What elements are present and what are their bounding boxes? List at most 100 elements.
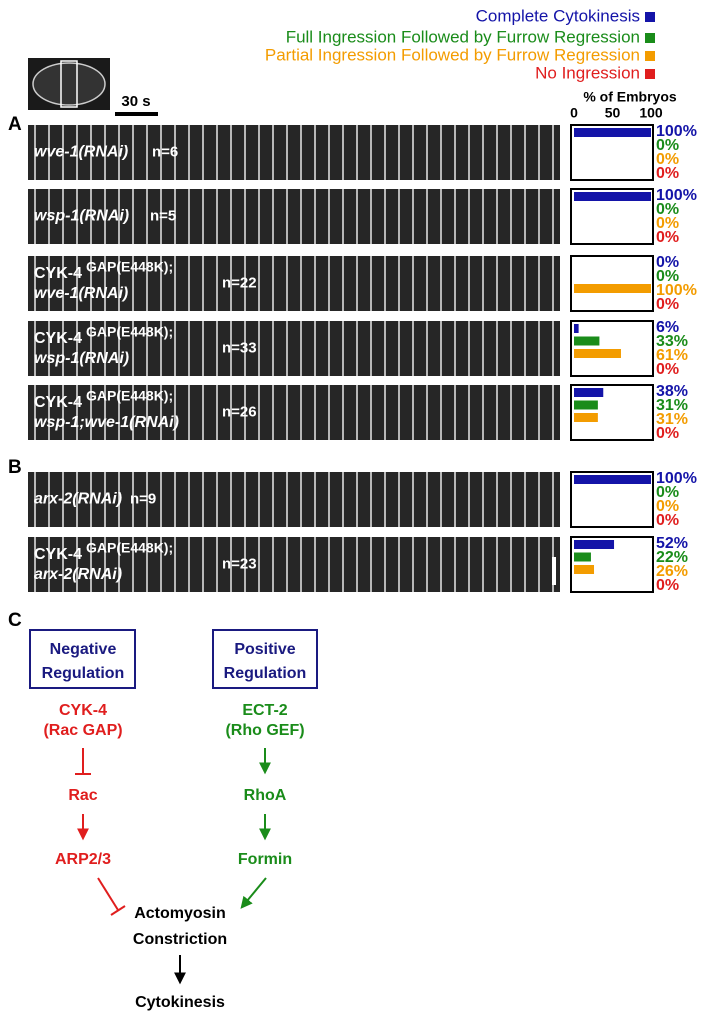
box — [212, 629, 318, 689]
value-label: 26% — [656, 563, 688, 580]
node-label: (Rho GEF) — [225, 722, 304, 739]
node-label: Actomyosin — [134, 905, 226, 922]
value-label: 0% — [656, 425, 679, 442]
value-label: 31% — [656, 397, 688, 414]
scale-bar — [115, 112, 158, 116]
value-label: 22% — [656, 549, 688, 566]
legend-swatch — [645, 69, 655, 79]
legend-swatch — [645, 12, 655, 22]
value-label: 0% — [656, 137, 679, 154]
node-label: ECT-2 — [242, 702, 287, 719]
kymograph — [28, 321, 560, 376]
value-label: 0% — [656, 577, 679, 594]
box-title: Positive — [234, 641, 295, 658]
bar — [574, 413, 598, 422]
value-label: 31% — [656, 411, 688, 428]
kymograph — [28, 256, 560, 311]
bar — [574, 388, 604, 397]
kymograph — [28, 537, 560, 592]
bar — [574, 192, 651, 201]
row-label-superscript: GAP(E448K); — [86, 388, 173, 404]
node-label: (Rac GAP) — [43, 722, 122, 739]
node-label: ARP2/3 — [55, 851, 111, 868]
row-label-gene: CYK-4 — [34, 265, 82, 282]
value-label: 0% — [656, 151, 679, 168]
legend-swatch — [645, 51, 655, 61]
bar — [574, 324, 579, 333]
kymograph — [28, 125, 560, 180]
node-label: RhoA — [244, 787, 287, 804]
node-label: Cytokinesis — [135, 994, 225, 1011]
bar — [574, 540, 615, 549]
bar — [574, 475, 651, 484]
value-label: 100% — [656, 123, 697, 140]
row-label-rnai: wve-1(RNAi) — [34, 285, 128, 302]
bar-box — [570, 255, 654, 312]
value-label: 0% — [656, 165, 679, 182]
value-label: 0% — [656, 512, 679, 529]
kymograph — [28, 385, 560, 440]
row-n: n=23 — [222, 555, 257, 572]
row-label-superscript: GAP(E448K); — [86, 324, 173, 340]
x-tick-label: 50 — [605, 105, 621, 121]
bar — [574, 552, 591, 562]
value-label: 0% — [656, 268, 679, 285]
bar — [574, 565, 595, 574]
panel-label: C — [8, 610, 22, 631]
bar — [574, 284, 651, 293]
bar — [574, 349, 621, 358]
legend-label: No Ingression — [535, 63, 640, 82]
legend-swatch — [645, 33, 655, 43]
value-label: 0% — [656, 229, 679, 246]
node-label: Rac — [68, 787, 97, 804]
row-label-gene: CYK-4 — [34, 394, 82, 411]
value-label: 100% — [656, 470, 697, 487]
legend-label: Full Ingression Followed by Furrow Regre… — [286, 27, 640, 46]
legend-label: Complete Cytokinesis — [476, 6, 640, 25]
box-title: Negative — [50, 641, 117, 658]
arrows — [75, 748, 271, 985]
panel-label: B — [8, 457, 22, 478]
panel-label: A — [8, 114, 22, 135]
inset-image — [28, 58, 110, 110]
value-label: 0% — [656, 215, 679, 232]
row-n: n=33 — [222, 339, 257, 356]
row-label-rnai: wsp-1(RNAi) — [34, 350, 129, 367]
bar — [574, 400, 598, 410]
node-label: Formin — [238, 851, 292, 868]
value-label: 100% — [656, 282, 697, 299]
value-label: 0% — [656, 296, 679, 313]
row-n: n=6 — [152, 143, 178, 160]
row-n: n=9 — [130, 490, 156, 507]
axis-label: % of Embryos — [583, 89, 677, 105]
row-n: n=26 — [222, 403, 257, 420]
node-label: CYK-4 — [59, 702, 107, 719]
row-label-rnai: arx-2(RNAi) — [34, 491, 122, 508]
row-n: n=5 — [150, 207, 176, 224]
scale-bar-label: 30 s — [121, 93, 150, 110]
row-label-rnai: wsp-1(RNAi) — [34, 208, 129, 225]
value-label: 0% — [656, 361, 679, 378]
row-label-superscript: GAP(E448K); — [86, 259, 173, 275]
kymograph — [28, 189, 560, 244]
scale-bar — [552, 557, 556, 585]
value-label: 38% — [656, 383, 688, 400]
value-label: 0% — [656, 201, 679, 218]
kymograph — [28, 472, 560, 527]
bar-box — [570, 320, 654, 377]
value-label: 0% — [656, 498, 679, 515]
bar — [574, 128, 651, 137]
x-tick-label: 0 — [570, 105, 578, 121]
value-label: 0% — [656, 484, 679, 501]
box-title: Regulation — [224, 665, 307, 682]
legend-label: Partial Ingression Followed by Furrow Re… — [265, 45, 640, 64]
node-label: Constriction — [133, 931, 227, 948]
box — [29, 629, 136, 689]
x-tick-label: 100 — [639, 105, 663, 121]
row-label-superscript: GAP(E448K); — [86, 540, 173, 556]
row-label-rnai: arx-2(RNAi) — [34, 566, 122, 583]
box-title: Regulation — [42, 665, 125, 682]
value-label: 0% — [656, 254, 679, 271]
value-label: 61% — [656, 347, 688, 364]
